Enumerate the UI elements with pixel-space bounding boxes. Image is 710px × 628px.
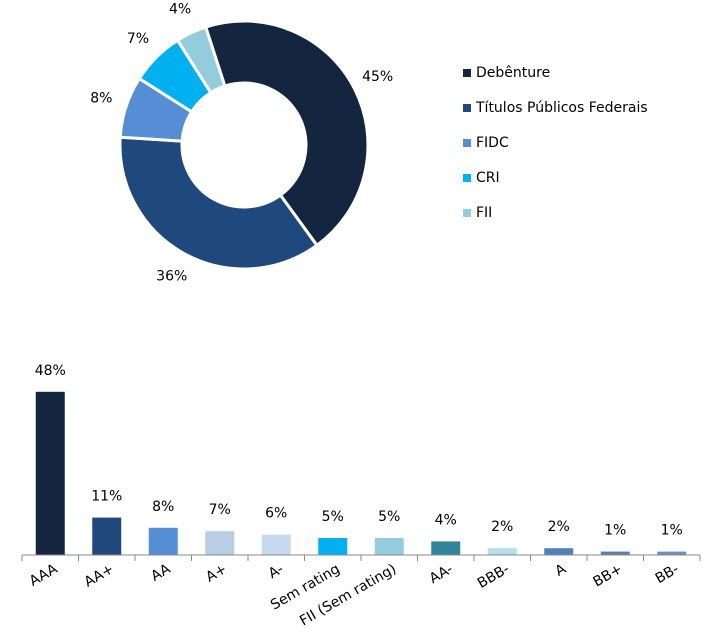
x-tick-label: AAA [27,561,61,590]
data-label: 4% [435,512,457,528]
bar [205,531,235,555]
data-label: 1% [604,523,626,539]
bar [600,551,630,555]
x-tick-label: BBB- [475,561,512,592]
donut-slice [118,135,319,271]
legend-label: Debênture [476,65,550,81]
data-label: 36% [156,268,187,284]
donut-slice [203,19,370,248]
bar [487,548,517,555]
legend-swatch [463,69,471,77]
x-tick-label: BB- [653,561,682,587]
data-label: 8% [90,91,112,107]
legend-swatch [463,209,471,217]
data-label: 2% [491,519,513,535]
donut-slice [175,25,227,95]
x-tick-label: BB+ [590,561,625,590]
data-label: 48% [35,363,66,379]
data-label: 1% [661,523,683,539]
legend-label: CRI [476,170,500,186]
data-label: 6% [265,506,287,522]
bar [318,538,348,555]
data-label: 5% [322,509,344,525]
data-label: 7% [127,31,149,47]
bar [92,517,122,555]
bar [431,541,461,555]
x-tick-label: AA- [427,561,456,587]
x-tick-label: AA [148,561,173,585]
legend-label: FIDC [476,135,509,151]
data-label: 8% [152,499,174,515]
x-tick-label: A- [266,561,286,582]
bar [148,527,178,555]
legend-label: FII [476,205,492,221]
data-label: 5% [378,509,400,525]
bar [35,391,65,555]
x-tick-label: AA+ [82,561,117,590]
data-label: 7% [209,502,231,518]
legend-swatch [463,104,471,112]
bar [544,548,574,555]
bar [374,538,404,555]
data-label: 11% [91,489,122,505]
x-tick-label: FII (Sem rating) [297,561,399,628]
data-label: 2% [548,519,570,535]
bar [261,534,291,555]
data-label: 45% [362,69,393,85]
bar [657,551,687,555]
legend-label: Títulos Públicos Federais [475,100,648,116]
legend-swatch [463,174,471,182]
data-label: 4% [169,1,191,17]
x-tick-label: A+ [203,561,229,586]
x-tick-label: A [552,561,569,580]
legend-swatch [463,139,471,147]
